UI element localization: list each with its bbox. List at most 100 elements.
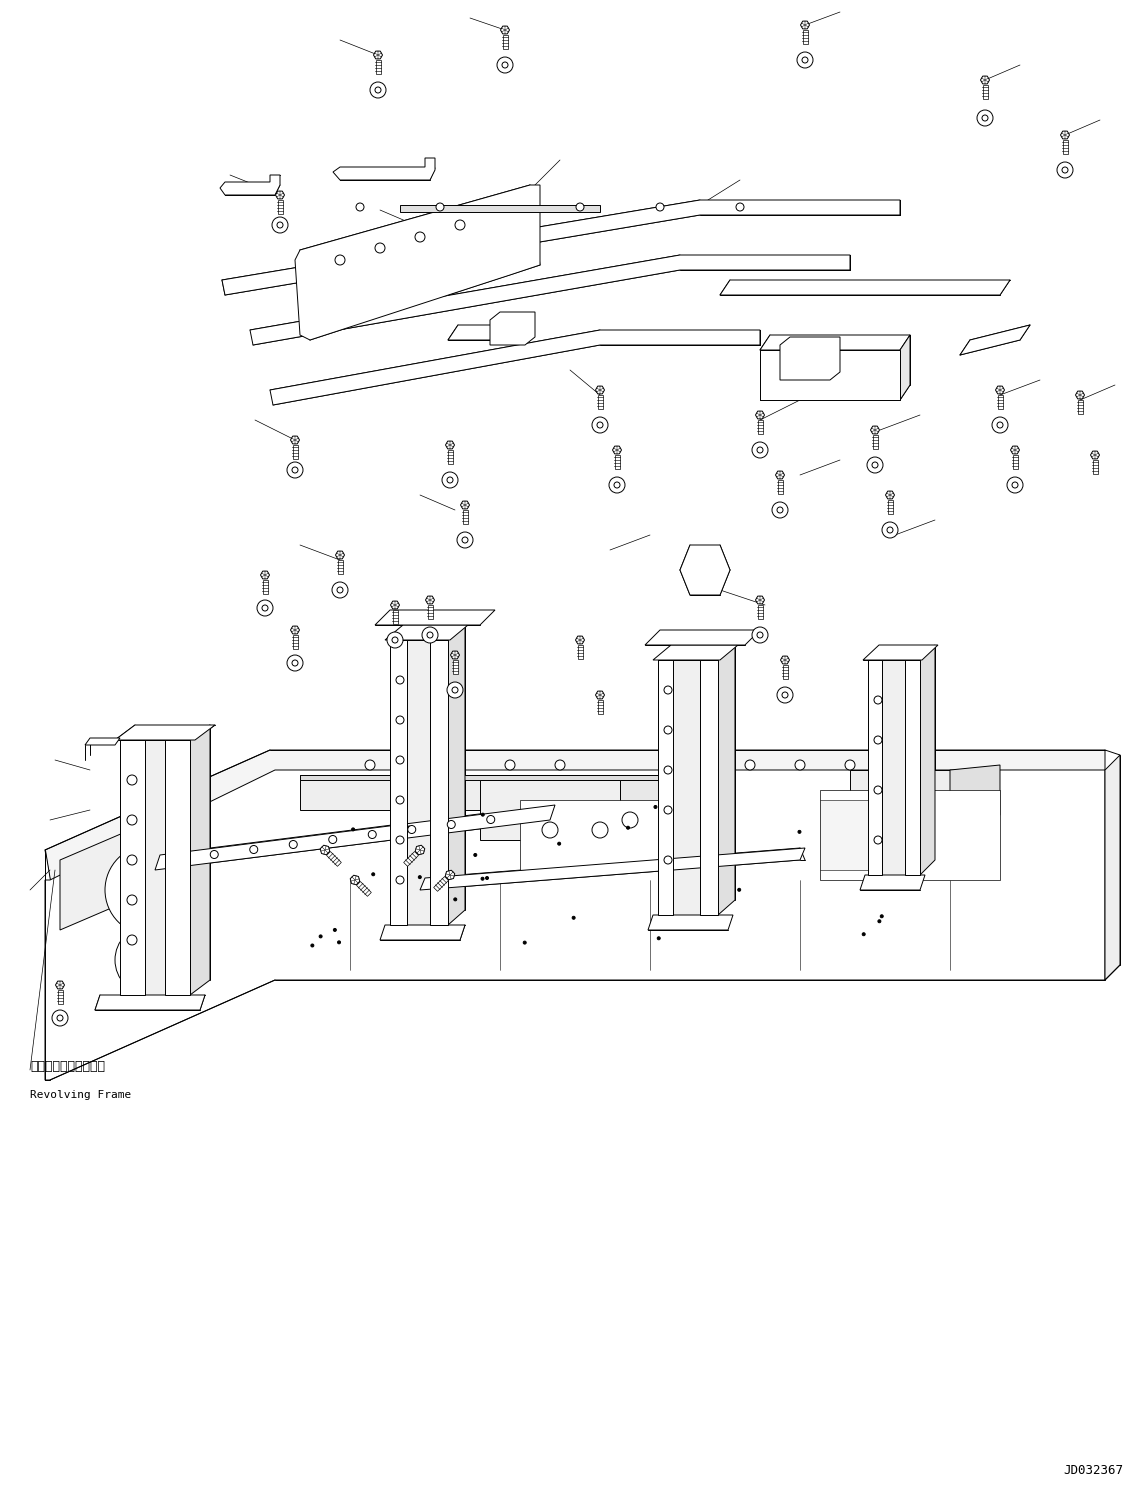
Circle shape [395, 716, 403, 724]
Circle shape [576, 203, 584, 210]
Circle shape [395, 876, 403, 883]
Circle shape [874, 736, 882, 745]
Polygon shape [299, 774, 700, 780]
Circle shape [997, 422, 1004, 428]
Polygon shape [613, 446, 622, 454]
Circle shape [614, 482, 620, 488]
Circle shape [115, 925, 185, 995]
Polygon shape [800, 21, 809, 28]
Polygon shape [95, 995, 205, 1010]
Polygon shape [680, 545, 730, 595]
Polygon shape [718, 645, 735, 915]
Circle shape [392, 637, 398, 643]
Circle shape [335, 255, 345, 266]
Circle shape [257, 600, 273, 616]
Circle shape [695, 759, 705, 770]
Polygon shape [333, 158, 435, 181]
Polygon shape [820, 800, 900, 870]
Polygon shape [448, 625, 465, 925]
Polygon shape [407, 640, 430, 925]
Circle shape [872, 463, 878, 468]
Circle shape [874, 836, 882, 844]
Circle shape [368, 831, 376, 839]
Polygon shape [645, 630, 760, 645]
Circle shape [57, 1015, 63, 1021]
Circle shape [523, 941, 526, 944]
Polygon shape [863, 645, 938, 659]
Circle shape [415, 759, 425, 770]
Circle shape [654, 806, 657, 809]
Polygon shape [758, 604, 762, 619]
Polygon shape [165, 740, 190, 995]
Circle shape [622, 812, 638, 828]
Polygon shape [430, 640, 448, 925]
Circle shape [542, 822, 558, 839]
Circle shape [375, 243, 385, 254]
Polygon shape [453, 659, 457, 673]
Polygon shape [620, 780, 680, 840]
Circle shape [392, 822, 395, 825]
Polygon shape [376, 60, 381, 73]
Circle shape [737, 888, 741, 891]
Circle shape [845, 759, 855, 770]
Polygon shape [357, 882, 371, 897]
Circle shape [127, 774, 137, 785]
Polygon shape [615, 455, 620, 468]
Polygon shape [820, 789, 1000, 880]
Circle shape [272, 216, 288, 233]
Polygon shape [777, 479, 783, 494]
Polygon shape [45, 850, 50, 1021]
Circle shape [51, 1010, 67, 1026]
Polygon shape [261, 571, 270, 579]
Polygon shape [983, 85, 988, 98]
Polygon shape [155, 806, 555, 870]
Circle shape [127, 935, 137, 944]
Circle shape [664, 806, 672, 815]
Polygon shape [1010, 446, 1020, 454]
Circle shape [447, 682, 463, 698]
Circle shape [802, 57, 808, 63]
Circle shape [862, 932, 865, 935]
Polygon shape [596, 691, 605, 698]
Circle shape [395, 797, 403, 804]
Polygon shape [45, 770, 1105, 1080]
Circle shape [287, 463, 303, 477]
Polygon shape [190, 725, 210, 995]
Polygon shape [596, 386, 605, 394]
Polygon shape [45, 750, 1105, 880]
Circle shape [127, 855, 137, 865]
Circle shape [977, 110, 993, 125]
Circle shape [486, 876, 488, 879]
Circle shape [505, 759, 515, 770]
Polygon shape [250, 255, 850, 345]
Polygon shape [222, 200, 900, 295]
Polygon shape [575, 636, 584, 645]
Polygon shape [905, 659, 920, 874]
Circle shape [375, 87, 381, 93]
Circle shape [592, 822, 608, 839]
Polygon shape [490, 312, 535, 345]
Circle shape [502, 63, 507, 69]
Polygon shape [1078, 400, 1082, 413]
Polygon shape [700, 659, 718, 915]
Polygon shape [446, 870, 455, 880]
Circle shape [656, 203, 664, 210]
Polygon shape [653, 645, 738, 659]
Circle shape [462, 537, 467, 543]
Circle shape [664, 686, 672, 694]
Circle shape [395, 836, 403, 844]
Polygon shape [391, 601, 400, 609]
Polygon shape [299, 774, 700, 810]
Polygon shape [756, 597, 765, 604]
Polygon shape [56, 982, 64, 989]
Circle shape [352, 828, 354, 831]
Polygon shape [781, 656, 790, 664]
Polygon shape [1063, 139, 1068, 154]
Polygon shape [648, 915, 733, 930]
Circle shape [408, 827, 410, 830]
Polygon shape [1105, 755, 1120, 980]
Polygon shape [658, 659, 673, 915]
Circle shape [370, 82, 386, 98]
Circle shape [982, 115, 988, 121]
Polygon shape [1061, 131, 1070, 139]
